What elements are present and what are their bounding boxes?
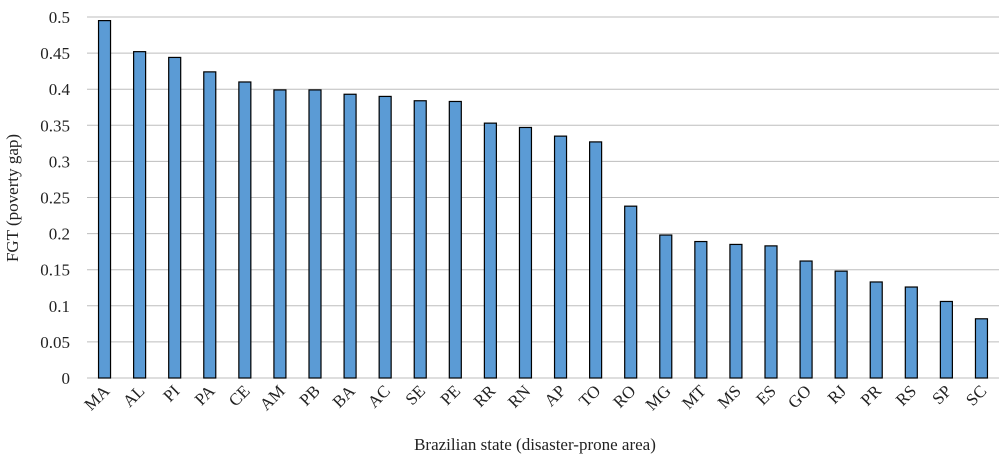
- x-tick-label: AL: [119, 381, 148, 410]
- bar: [203, 71, 217, 379]
- x-tick-label: PE: [437, 381, 464, 408]
- x-tick-label: AP: [541, 381, 570, 410]
- y-tick-label: 0.35: [40, 116, 70, 135]
- x-tick-label: MA: [81, 381, 114, 414]
- y-tick-label: 0.3: [49, 152, 70, 171]
- bar: [904, 286, 918, 379]
- bar: [448, 100, 462, 379]
- x-tick-label: RR: [470, 381, 500, 411]
- y-tick-label: 0.45: [40, 44, 70, 63]
- x-tick-label: SE: [402, 381, 429, 408]
- bar: [764, 245, 778, 379]
- x-tick-label: BA: [329, 381, 360, 412]
- x-tick-label: GO: [784, 381, 815, 412]
- x-tick-label: MS: [714, 381, 745, 412]
- bar: [939, 300, 953, 379]
- x-tick-label: RN: [504, 381, 534, 411]
- x-tick-label: PA: [191, 381, 219, 409]
- bar: [483, 122, 497, 379]
- x-tick-label: ES: [752, 381, 779, 408]
- bar: [413, 100, 427, 379]
- x-tick-label: AC: [364, 381, 394, 411]
- x-tick-label: PR: [857, 381, 886, 410]
- bar: [378, 95, 392, 379]
- x-tick-label: PI: [159, 381, 183, 405]
- y-tick-label: 0.4: [49, 80, 71, 99]
- bar: [133, 51, 147, 379]
- bar: [97, 20, 112, 379]
- bar: [238, 81, 252, 379]
- bar: [273, 89, 287, 379]
- bar: [518, 126, 533, 379]
- bar: [659, 234, 673, 379]
- x-tick-label: TO: [575, 381, 604, 410]
- y-tick-label: 0.15: [40, 261, 70, 280]
- x-tick-label: RS: [892, 381, 920, 409]
- y-tick-label: 0.1: [49, 297, 70, 316]
- bar: [168, 56, 182, 379]
- bar: [553, 135, 568, 379]
- bar: [694, 240, 708, 379]
- x-tick-label: SP: [928, 381, 955, 408]
- x-tick-label: PB: [296, 381, 324, 409]
- x-tick-label: AM: [256, 381, 289, 414]
- bar: [343, 93, 357, 379]
- bar: [589, 141, 603, 379]
- y-tick-label: 0: [62, 369, 71, 388]
- bar: [799, 260, 813, 379]
- y-axis-label: FGT (poverty gap): [3, 134, 22, 262]
- bar: [624, 205, 638, 379]
- x-tick-label: SC: [962, 381, 990, 409]
- y-tick-label: 0.05: [40, 333, 70, 352]
- y-tick-label: 0.2: [49, 225, 70, 244]
- x-tick-label: CE: [225, 381, 254, 410]
- y-tick-label: 0.25: [40, 189, 70, 208]
- bar: [729, 243, 743, 379]
- bar: [308, 89, 322, 379]
- bar: [834, 270, 848, 379]
- x-tick-label: RJ: [824, 381, 850, 407]
- x-axis-label: Brazilian state (disaster-prone area): [414, 435, 656, 454]
- x-tick-label: MT: [678, 381, 710, 413]
- bar: [974, 318, 989, 379]
- bar: [869, 281, 883, 379]
- x-tick-label: MG: [642, 381, 675, 414]
- x-tick-label: RO: [609, 381, 639, 411]
- y-tick-label: 0.5: [49, 8, 70, 27]
